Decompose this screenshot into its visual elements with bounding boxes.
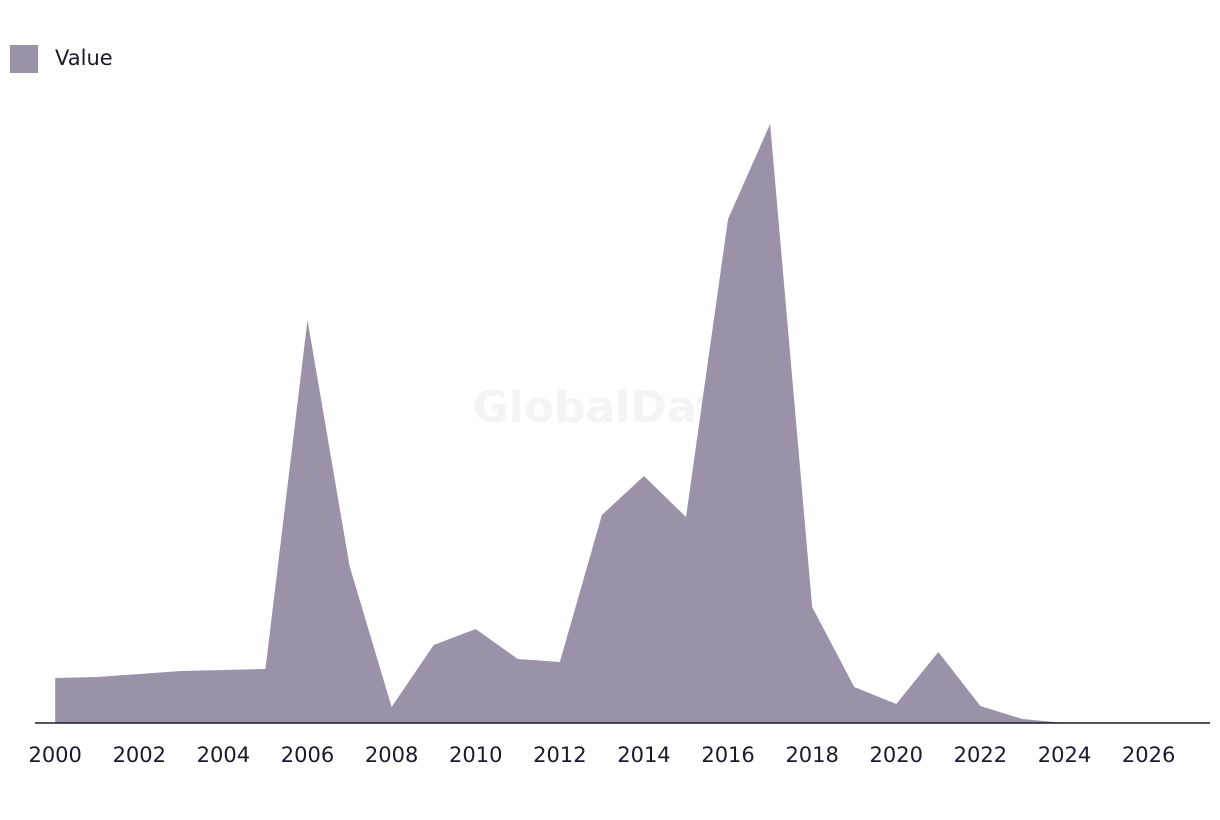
x-tick-label: 2004 bbox=[197, 743, 250, 767]
x-tick-label: 2008 bbox=[365, 743, 418, 767]
x-tick-label: 2000 bbox=[28, 743, 81, 767]
x-tick-label: 2010 bbox=[449, 743, 502, 767]
x-tick-label: 2018 bbox=[785, 743, 838, 767]
x-tick-label: 2002 bbox=[113, 743, 166, 767]
legend-swatch bbox=[10, 45, 38, 73]
x-tick-label: 2014 bbox=[617, 743, 670, 767]
x-tick-label: 2022 bbox=[954, 743, 1007, 767]
x-tick-label: 2012 bbox=[533, 743, 586, 767]
x-tick-label: 2016 bbox=[701, 743, 754, 767]
x-tick-label: 2006 bbox=[281, 743, 334, 767]
x-tick-label: 2026 bbox=[1122, 743, 1175, 767]
area bbox=[55, 124, 1065, 723]
legend-label: Value bbox=[55, 46, 113, 70]
x-tick-label: 2020 bbox=[870, 743, 923, 767]
x-tick-label: 2024 bbox=[1038, 743, 1091, 767]
